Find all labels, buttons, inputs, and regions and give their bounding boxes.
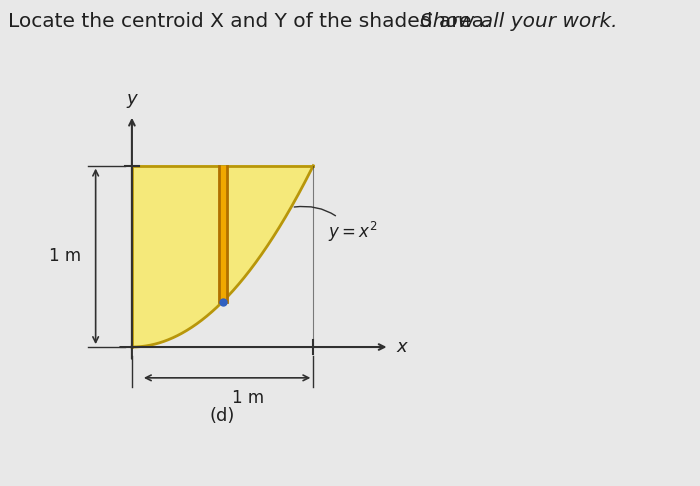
Text: $y = x^2$: $y = x^2$ — [294, 207, 377, 244]
Text: y: y — [127, 89, 137, 107]
Text: (d): (d) — [210, 407, 235, 425]
Polygon shape — [132, 166, 314, 347]
Text: 1 m: 1 m — [232, 389, 264, 407]
Text: Locate the centroid X and Y of the shaded area.: Locate the centroid X and Y of the shade… — [8, 12, 497, 31]
Text: Show all your work.: Show all your work. — [420, 12, 617, 31]
Text: x: x — [397, 338, 407, 356]
Text: 1 m: 1 m — [49, 247, 81, 265]
Polygon shape — [218, 166, 227, 302]
